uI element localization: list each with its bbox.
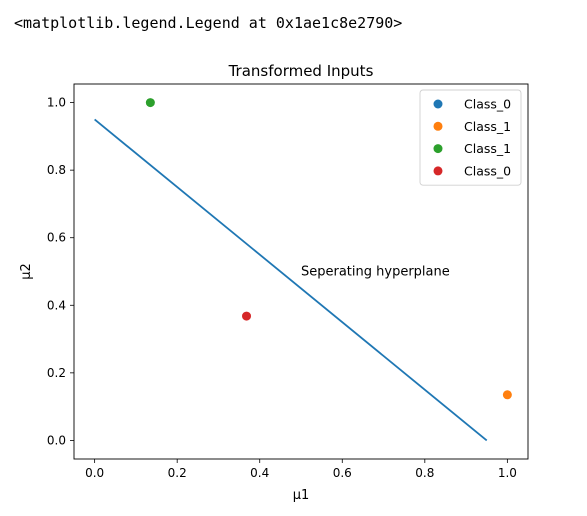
- legend-label: Class_1: [464, 141, 511, 156]
- legend-marker: [433, 166, 443, 176]
- data-point-class-0: [242, 311, 252, 321]
- chart-title: Transformed Inputs: [228, 62, 374, 80]
- hyperplane-annotation: Seperating hyperplane: [301, 265, 450, 280]
- x-tick-label: 0.8: [415, 466, 434, 480]
- y-tick-label: 0.6: [47, 231, 66, 245]
- y-tick-label: 0.4: [47, 298, 66, 312]
- axes-frame: [73, 83, 529, 460]
- y-axis-label: μ2: [19, 263, 34, 280]
- hyperplane-line-group: [94, 118, 488, 442]
- ticks: 0.0 0.2 0.4 0.6 0.8 1.0 0.0 0.2 0.4 0.6 0.8 1.0: [47, 96, 517, 480]
- legend-marker: [433, 99, 443, 109]
- x-tick-label: 0.4: [250, 466, 269, 480]
- y-tick-label: 0.8: [47, 163, 66, 177]
- legend-marker: [433, 144, 443, 154]
- x-tick-label: 0.6: [333, 466, 352, 480]
- legend-label: Class_1: [464, 119, 511, 134]
- y-tick-label: 1.0: [47, 96, 66, 110]
- cell-output-text: <matplotlib.legend.Legend at 0x1ae1c8e27…: [14, 14, 403, 32]
- x-tick-label: 0.2: [168, 466, 187, 480]
- data-point-class-1: [145, 98, 155, 108]
- y-tick-label: 0.0: [47, 433, 66, 447]
- x-tick-label: 1.0: [498, 466, 517, 480]
- y-tick-label: 0.2: [47, 366, 66, 380]
- x-tick-label: 0.0: [85, 466, 104, 480]
- data-point-class-1: [502, 390, 512, 400]
- legend-box: [419, 89, 522, 186]
- x-axis-label: μ1: [293, 488, 310, 503]
- legend: Class_0 Class_1 Class_1 Class_0: [419, 89, 522, 186]
- legend-label: Class_0: [464, 97, 511, 112]
- data-points: [145, 98, 512, 400]
- legend-label: Class_0: [464, 163, 511, 178]
- legend-marker: [433, 121, 443, 131]
- hyperplane-line: [94, 118, 488, 442]
